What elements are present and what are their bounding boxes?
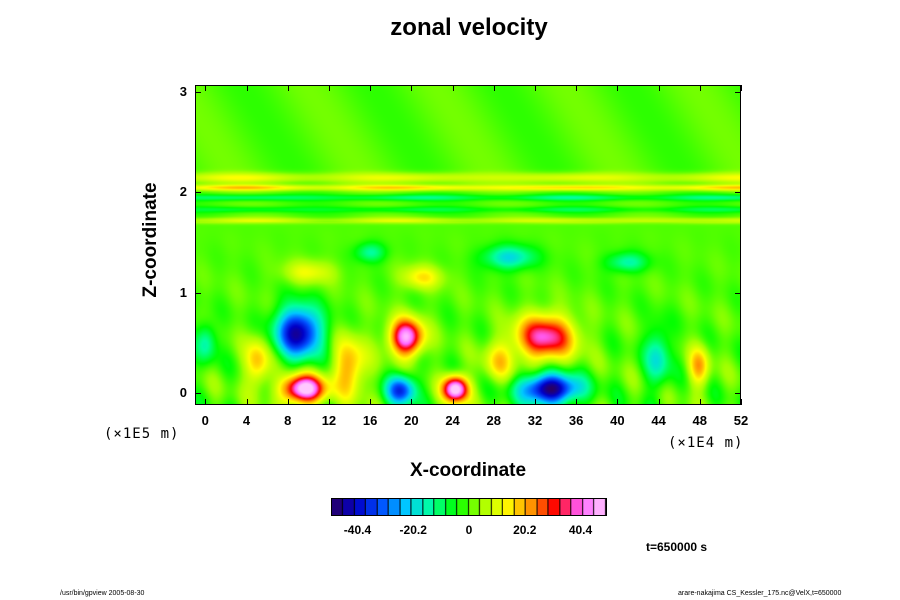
x-tick-label: 48 (692, 413, 708, 428)
y-tick-label: 2 (179, 184, 187, 200)
x-tick-mark-top (576, 85, 578, 91)
x-tick-mark-bottom (411, 399, 413, 405)
x-tick-label: 0 (201, 413, 209, 428)
chart-title: zonal velocity (390, 14, 548, 41)
x-tick-mark-bottom (576, 399, 578, 405)
x-tick-label: 32 (527, 413, 543, 428)
x-tick-label: 36 (568, 413, 584, 428)
y-tick-mark-left (195, 392, 201, 394)
y-tick-mark-left (195, 192, 201, 194)
x-scale-note: (×1E4 m) (668, 435, 744, 451)
x-tick-mark-top (370, 85, 372, 91)
x-axis-label: X-coordinate (409, 460, 527, 481)
x-tick-mark-top (741, 85, 742, 91)
x-tick-label: 16 (362, 413, 378, 428)
x-tick-mark-bottom (658, 399, 660, 405)
y-tick-label: 0 (179, 384, 187, 400)
y-tick-mark-right (735, 392, 741, 394)
x-tick-mark-top (411, 85, 413, 91)
x-tick-label: 28 (486, 413, 501, 428)
x-tick-label: 40 (610, 413, 625, 428)
x-tick-label: 52 (733, 413, 749, 428)
x-tick-label: 20 (404, 413, 419, 428)
x-tick-mark-bottom (741, 399, 742, 405)
x-tick-mark-bottom (287, 399, 289, 405)
footer-right: arare-nakajima CS_Kessler_175.nc@VelX,t=… (678, 590, 842, 597)
y-tick-label: 3 (179, 84, 187, 100)
y-tick-mark-right (735, 292, 741, 294)
colorbar-tick-label: 20.2 (513, 523, 537, 537)
x-tick-label: 4 (242, 413, 251, 428)
x-tick-mark-top (205, 85, 207, 91)
colorbar-tick-label: 0 (465, 523, 473, 537)
y-tick-mark-left (195, 92, 201, 94)
x-tick-mark-top (287, 85, 289, 91)
x-tick-label: 44 (651, 413, 666, 428)
x-tick-mark-top (452, 85, 454, 91)
x-tick-mark-bottom (328, 399, 330, 405)
y-scale-note: (×1E5 m) (104, 426, 180, 442)
y-axis-label: Z-coordinate (140, 182, 161, 298)
y-tick-mark-right (735, 192, 741, 194)
x-tick-mark-top (328, 85, 330, 91)
x-tick-mark-top (658, 85, 660, 91)
colorbar-tick-label: -40.4 (343, 523, 372, 537)
plot-area (195, 85, 741, 405)
time-label: t=650000 s (646, 540, 708, 554)
colorbar-tick-label: -20.2 (399, 523, 427, 537)
footer-left: /usr/bin/gpview 2005-08-30 (60, 590, 145, 597)
x-tick-mark-top (617, 85, 619, 91)
x-tick-label: 24 (445, 413, 460, 428)
x-tick-mark-top (493, 85, 495, 91)
x-tick-label: 8 (284, 413, 292, 428)
y-tick-mark-left (195, 292, 201, 294)
colorbar (331, 498, 607, 516)
heatmap (196, 86, 740, 404)
x-tick-mark-bottom (246, 399, 248, 405)
x-tick-mark-top (246, 85, 248, 91)
colorbar-gradient (332, 499, 606, 515)
x-tick-mark-bottom (617, 399, 619, 405)
x-tick-label: 12 (321, 413, 337, 428)
colorbar-tick-label: 40.4 (568, 523, 593, 537)
y-tick-label: 1 (179, 284, 187, 300)
x-tick-mark-top (699, 85, 701, 91)
x-tick-mark-bottom (370, 399, 372, 405)
x-tick-mark-bottom (205, 399, 207, 405)
x-tick-mark-bottom (493, 399, 495, 405)
y-tick-mark-right (735, 92, 741, 94)
x-tick-mark-top (534, 85, 536, 91)
x-tick-mark-bottom (534, 399, 536, 405)
x-tick-mark-bottom (452, 399, 454, 405)
x-tick-mark-bottom (699, 399, 701, 405)
